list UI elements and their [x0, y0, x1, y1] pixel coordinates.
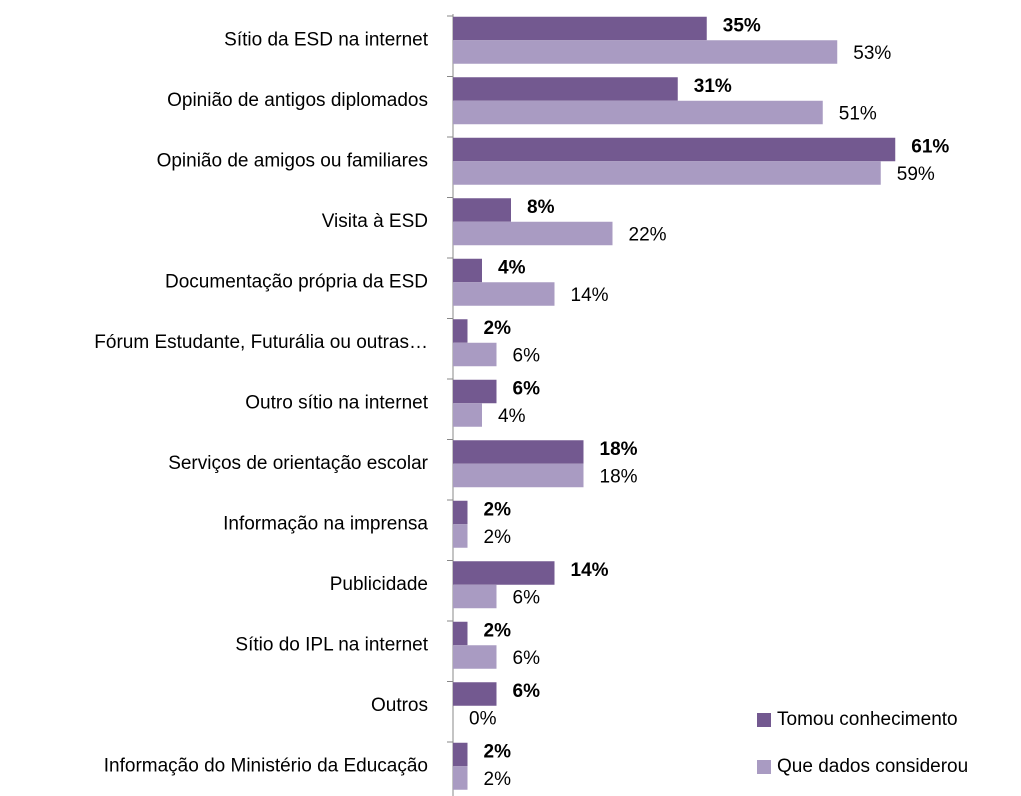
- y-tick-label: Visita à ESD: [322, 211, 428, 232]
- bar: [453, 319, 468, 343]
- value-label: 2%: [484, 500, 512, 521]
- y-tick-label: Informação do Ministério da Educação: [104, 755, 428, 776]
- value-label: 2%: [484, 621, 512, 642]
- y-tick-label: Opinião de amigos ou familiares: [157, 150, 428, 171]
- bar: [453, 561, 555, 585]
- value-label: 53%: [853, 43, 891, 64]
- value-label: 8%: [527, 197, 555, 218]
- value-label: 18%: [600, 439, 638, 460]
- bar: [453, 621, 468, 646]
- y-tick-label: Informação na imprensa: [223, 513, 428, 534]
- bar: [453, 766, 468, 790]
- value-label: 14%: [571, 285, 609, 306]
- bar: [453, 77, 678, 101]
- bar: [453, 584, 497, 609]
- value-label: 0%: [469, 709, 497, 730]
- value-label: 31%: [694, 76, 732, 97]
- bar: [453, 137, 896, 162]
- bar: [453, 524, 468, 548]
- value-label: 6%: [513, 588, 541, 609]
- value-label: 6%: [513, 346, 541, 367]
- value-label: 61%: [911, 137, 949, 158]
- value-label: 51%: [839, 104, 877, 125]
- bar: [453, 282, 555, 306]
- value-label: 35%: [723, 16, 761, 37]
- y-tick-label: Outros: [371, 695, 428, 716]
- y-tick-label: Opinião de antigos diplomados: [167, 90, 428, 111]
- bar: [453, 258, 482, 283]
- bar: [453, 198, 511, 222]
- value-label: 4%: [498, 406, 526, 427]
- bar: [453, 682, 497, 706]
- bar: [453, 221, 613, 246]
- bar: [453, 379, 497, 404]
- y-tick-label: Sítio do IPL na internet: [235, 634, 428, 655]
- value-label: 6%: [513, 379, 541, 400]
- y-tick-label: Outro sítio na internet: [245, 392, 428, 413]
- value-label: 2%: [484, 318, 512, 339]
- value-label: 18%: [600, 467, 638, 488]
- value-label: 2%: [484, 527, 512, 548]
- y-tick-label: Publicidade: [330, 574, 428, 595]
- legend-swatch: [757, 713, 771, 727]
- bar: [453, 100, 823, 125]
- value-label: 2%: [484, 769, 512, 790]
- bar: [453, 440, 584, 464]
- bar: [453, 645, 497, 669]
- y-tick-label: Documentação própria da ESD: [165, 271, 428, 292]
- bar: [453, 40, 838, 64]
- bar: [453, 500, 468, 525]
- y-tick-label: Sítio da ESD na internet: [224, 29, 429, 50]
- value-label: 4%: [498, 258, 526, 279]
- bar: [453, 16, 707, 41]
- value-label: 6%: [513, 681, 541, 702]
- bar: [453, 161, 881, 185]
- value-label: 6%: [513, 648, 541, 669]
- value-label: 22%: [629, 225, 667, 246]
- bar: [453, 463, 584, 488]
- bar: [453, 342, 497, 367]
- bar: [453, 403, 482, 427]
- legend-swatch: [757, 760, 771, 774]
- y-tick-label: Fórum Estudante, Futurália ou outras…: [94, 332, 428, 353]
- bar: [453, 742, 468, 767]
- value-label: 14%: [571, 560, 609, 581]
- legend-label: Que dados considerou: [777, 756, 968, 777]
- value-label: 59%: [897, 164, 935, 185]
- legend-label: Tomou conhecimento: [777, 709, 958, 730]
- y-tick-label: Serviços de orientação escolar: [168, 453, 428, 474]
- value-label: 2%: [484, 742, 512, 763]
